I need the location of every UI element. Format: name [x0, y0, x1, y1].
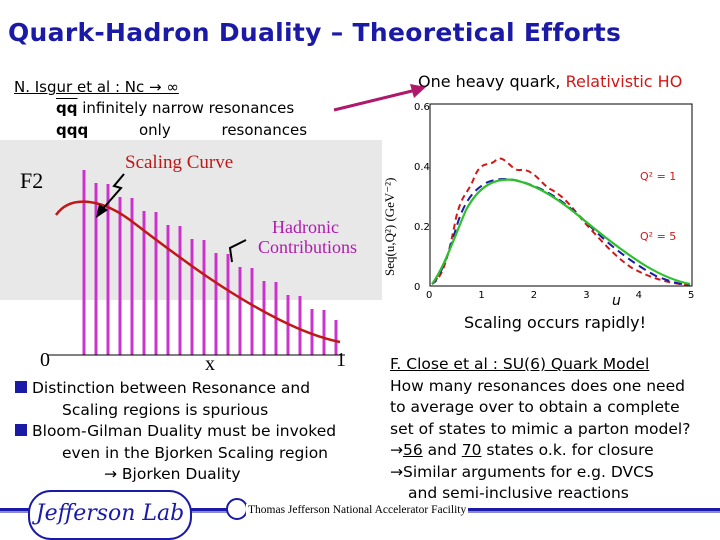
- x-tick-label: 3: [583, 290, 589, 301]
- qqq-line: qqq only resonances: [56, 121, 307, 139]
- q2-1-label: Q² = 1: [640, 170, 676, 183]
- scaling-pointer: [99, 173, 125, 213]
- bullet-line: even in the Bjorken Scaling region: [62, 443, 329, 462]
- bullet-marker-icon: [15, 381, 27, 393]
- left-bullet-list: Distinction between Resonance and Scalin…: [15, 378, 368, 486]
- seal-icon: [226, 498, 248, 520]
- bullet-distinction: Distinction between Resonance and Scalin…: [15, 378, 368, 421]
- bullet-line: → Bjorken Duality: [104, 465, 241, 483]
- close-title: F. Close et al : SU(6) Quark Model: [390, 355, 650, 373]
- scaling-note: Scaling occurs rapidly!: [464, 313, 647, 332]
- close-arrow-line-1: →56 and 70 states o.k. for closure: [390, 441, 654, 459]
- scaling-limit-curve: [431, 178, 691, 286]
- seq-plot: 0 1 2 3 4 5 0 0.2 0.4 0.6 Seq(u,Q²) (GeV⁻²) Q² = …: [384, 102, 694, 309]
- scaling-curve: [54, 200, 341, 344]
- qq-text: infinitely narrow resonances: [77, 99, 295, 117]
- x-zero-label: 0: [40, 349, 50, 370]
- footer-text: Thomas Jefferson National Accelerator Fa…: [246, 504, 469, 516]
- heavy-quark-label: One heavy quark, Relativistic HO: [418, 72, 682, 91]
- q2-5-label: Q² = 5: [640, 230, 676, 243]
- close-70: 70: [461, 441, 482, 459]
- bullet-bloom-gilman: Bloom-Gilman Duality must be invoked eve…: [15, 421, 368, 486]
- qq-symbol: qq: [56, 99, 78, 117]
- y-tick-label: 0.2: [414, 222, 430, 233]
- close-56: 56: [403, 441, 423, 459]
- bullet-line: Scaling regions is spurious: [62, 400, 269, 419]
- slide-title: Quark-Hadron Duality – Theoretical Effor…: [8, 18, 622, 47]
- y-tick-label: 0.6: [414, 102, 430, 113]
- x-tick-label: 2: [531, 290, 537, 301]
- y-tick-label: 0.4: [414, 162, 430, 173]
- y-axis-label: Seq(u,Q²) (GeV⁻²): [384, 178, 397, 276]
- hadronic-label-1: Hadronic: [272, 217, 339, 237]
- hadronic-pointer: [228, 239, 247, 263]
- bullet-line: Bloom-Gilman Duality must be invoked: [32, 422, 337, 440]
- close-line: How many resonances does one need: [390, 376, 685, 395]
- qq-line: qq infinitely narrow resonances: [56, 99, 294, 117]
- scaling-curve-label: Scaling Curve: [125, 152, 233, 173]
- close-line: set of states to mimic a parton model?: [390, 419, 691, 438]
- q2-5-curve: [431, 178, 691, 286]
- x-tick-label: 4: [636, 290, 642, 301]
- bullet-marker-icon: [15, 424, 27, 436]
- close-line: and semi-inclusive reactions: [408, 484, 629, 502]
- isgur-heading: N. Isgur et al : Nc → ∞: [14, 78, 179, 96]
- bullet-line: Distinction between Resonance and: [32, 379, 311, 397]
- close-and: and: [422, 441, 462, 459]
- x-one-label: 1: [336, 349, 346, 370]
- close-arrow-line-2: →Similar arguments for e.g. DVCS: [390, 462, 654, 481]
- heavy-prefix: One heavy quark,: [418, 72, 566, 91]
- hadronic-label-2: Contributions: [258, 237, 357, 257]
- x-tick-label: 0: [426, 290, 432, 301]
- x-axis-label: x: [205, 353, 215, 370]
- qqq-text: only resonances: [88, 121, 308, 139]
- f2-label: F2: [20, 168, 43, 193]
- x-tick-label: 1: [478, 290, 484, 301]
- q2-1-curve: [431, 157, 691, 286]
- x-axis-label-u: u: [612, 293, 621, 309]
- pointer-arrow: [333, 84, 426, 112]
- relativistic-ho: Relativistic HO: [565, 72, 683, 91]
- y-tick-label: 0: [414, 282, 420, 293]
- qqq-symbol: qqq: [56, 121, 89, 139]
- close-closure: states o.k. for closure: [481, 441, 654, 459]
- scaling-figure: F2 Scaling Curve Hadronic Contributions …: [0, 140, 382, 370]
- scaling-pointer-head: [96, 204, 108, 218]
- jefferson-lab-logo: Jefferson Lab: [28, 490, 192, 540]
- plot-ticks: 0 1 2 3 4 5 0 0.2 0.4 0.6: [414, 102, 694, 301]
- x-tick-label: 5: [688, 290, 694, 301]
- close-line: to average over to obtain a complete: [390, 398, 680, 416]
- close-model-block: F. Close et al : SU(6) Quark Model How m…: [390, 354, 715, 505]
- close-similar: Similar arguments for e.g. DVCS: [403, 462, 654, 481]
